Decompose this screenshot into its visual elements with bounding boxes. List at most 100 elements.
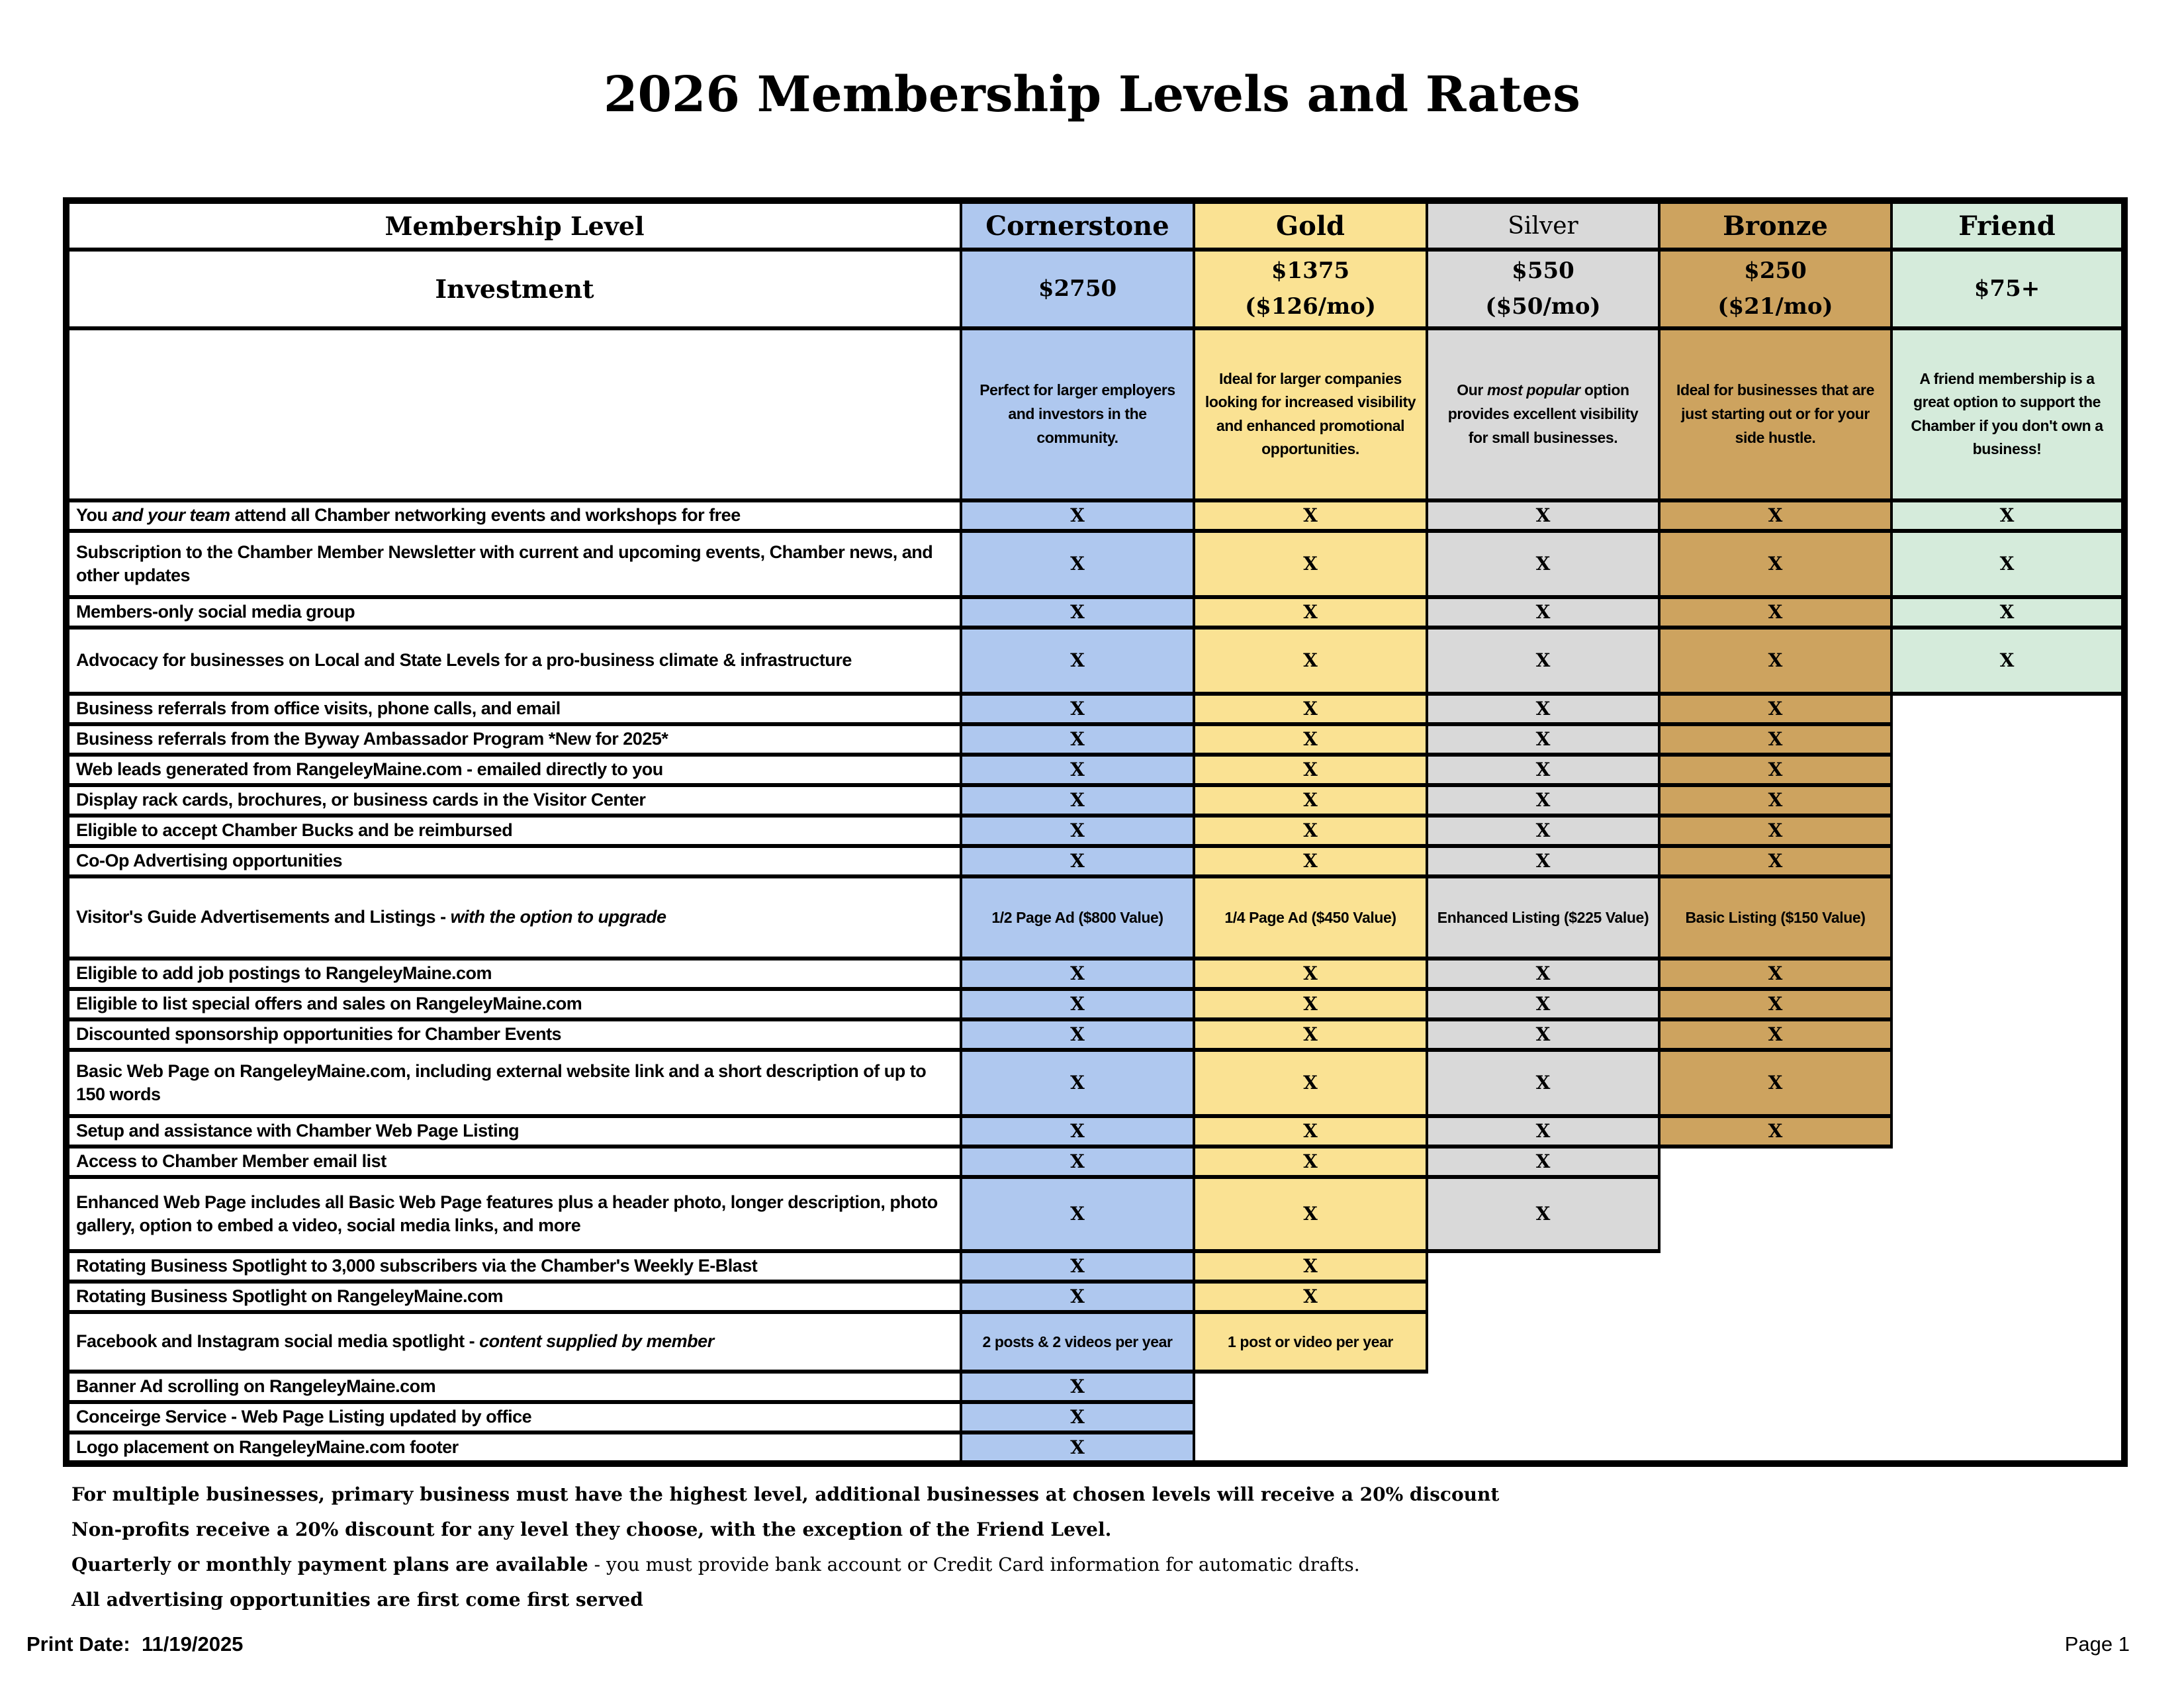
benefit-check-cell: X: [1193, 1174, 1428, 1253]
benefit-value-cell: 1/2 Page Ad ($800 Value): [960, 874, 1195, 961]
benefit-check-cell: X: [1193, 528, 1428, 599]
benefit-cell-empty: [1891, 1146, 2124, 1177]
price-amount: $75+: [1974, 275, 2040, 303]
benefit-cell-empty: [1659, 1250, 1891, 1282]
benefit-label-cell: Rotating Business Spotlight to 3,000 sub…: [65, 1248, 962, 1284]
benefit-row: Business referrals from office visits, p…: [65, 691, 2124, 726]
benefit-label-cell: Conceirge Service - Web Page Listing upd…: [65, 1399, 962, 1434]
benefit-check-cell: X: [1658, 625, 1893, 696]
benefit-cell-empty: [1194, 1371, 1427, 1402]
benefit-row: Eligible to list special offers and sale…: [65, 986, 2124, 1021]
description-blank-cell: [65, 326, 962, 502]
benefit-cell-empty: [1891, 1371, 2124, 1402]
benefit-check-cell: X: [1193, 691, 1428, 726]
tier-header-friend: Friend: [1890, 199, 2126, 252]
benefit-check-cell: X: [960, 498, 1195, 533]
benefit-check-cell: X: [960, 1174, 1195, 1253]
benefit-check-cell: X: [1658, 691, 1893, 726]
benefit-label-cell: Web leads generated from RangeleyMaine.c…: [65, 752, 962, 787]
benefit-check-cell: X: [1193, 1047, 1428, 1118]
benefit-check-cell: X: [960, 722, 1195, 757]
benefit-cell-empty: [1194, 1432, 1427, 1464]
benefit-cell-empty: [1891, 1281, 2124, 1312]
membership-level-header: Membership Level: [65, 199, 962, 252]
benefit-label-cell: Eligible to list special offers and sale…: [65, 986, 962, 1021]
tier-description-cornerstone: Perfect for larger employers and investo…: [960, 326, 1195, 502]
benefit-check-cell: X: [1890, 528, 2126, 599]
benefit-label-cell: Discounted sponsorship opportunities for…: [65, 1017, 962, 1052]
benefit-label-cell: Visitor's Guide Advertisements and Listi…: [65, 874, 962, 961]
benefit-cell-empty: [1427, 1311, 1659, 1372]
benefit-check-cell: X: [1426, 594, 1661, 630]
benefit-check-cell: X: [1193, 843, 1428, 878]
benefit-cell-empty: [1659, 1176, 1891, 1251]
benefit-value-cell: Enhanced Listing ($225 Value): [1426, 874, 1661, 961]
benefit-check-cell: X: [960, 1113, 1195, 1149]
benefit-row: Eligible to add job postings to Rangeley…: [65, 956, 2124, 991]
benefit-check-cell: X: [960, 986, 1195, 1021]
benefit-check-cell: X: [1426, 722, 1661, 757]
benefit-row: Enhanced Web Page includes all Basic Web…: [65, 1174, 2124, 1253]
benefit-check-cell: X: [1658, 1017, 1893, 1052]
benefit-label-cell: You and your team attend all Chamber net…: [65, 498, 962, 533]
price-cell-gold: $1375 ($126/mo): [1193, 248, 1428, 330]
benefit-check-cell: X: [1658, 498, 1893, 533]
benefit-label-cell: Facebook and Instagram social media spot…: [65, 1309, 962, 1374]
benefit-label-cell: Rotating Business Spotlight on RangeleyM…: [65, 1279, 962, 1314]
benefit-cell-empty: [1891, 754, 2124, 785]
benefit-value-cell: 2 posts & 2 videos per year: [960, 1309, 1195, 1374]
benefit-cell-empty: [1891, 1049, 2124, 1116]
benefit-row: Setup and assistance with Chamber Web Pa…: [65, 1113, 2124, 1149]
benefit-check-cell: X: [1426, 1113, 1661, 1149]
benefit-check-cell: X: [1426, 625, 1661, 696]
benefit-label-cell: Subscription to the Chamber Member Newsl…: [65, 528, 962, 599]
benefit-check-cell: X: [1193, 1113, 1428, 1149]
benefit-label-cell: Eligible to add job postings to Rangeley…: [65, 956, 962, 991]
benefit-check-cell: X: [1193, 1144, 1428, 1179]
benefit-cell-empty: [1659, 1432, 1891, 1464]
benefit-check-cell: X: [1426, 1174, 1661, 1253]
tier-header-gold: Gold: [1193, 199, 1428, 252]
benefit-check-cell: X: [1658, 528, 1893, 599]
benefit-cell-empty: [1659, 1371, 1891, 1402]
benefit-check-cell: X: [1426, 986, 1661, 1021]
benefit-check-cell: X: [1658, 956, 1893, 991]
benefit-cell-empty: [1891, 1401, 2124, 1432]
tier-header-row: Membership Level Cornerstone Gold Silver…: [65, 199, 2126, 252]
benefit-row: Banner Ad scrolling on RangeleyMaine.com…: [65, 1369, 2124, 1404]
benefit-row: Logo placement on RangeleyMaine.com foot…: [65, 1430, 2124, 1466]
benefit-value-cell: 1/4 Page Ad ($450 Value): [1193, 874, 1428, 961]
benefit-check-cell: X: [1193, 625, 1428, 696]
price-cell-friend: $75+: [1890, 248, 2126, 330]
benefit-cell-empty: [1891, 1250, 2124, 1282]
benefit-check-cell: X: [1193, 722, 1428, 757]
benefit-row: Advocacy for businesses on Local and Sta…: [65, 625, 2126, 696]
benefit-check-cell: X: [1193, 498, 1428, 533]
benefit-label-cell: Banner Ad scrolling on RangeleyMaine.com: [65, 1369, 962, 1404]
benefit-cell-empty: [1659, 1281, 1891, 1312]
benefit-check-cell: X: [960, 843, 1195, 878]
benefit-cell-empty: [1427, 1371, 1659, 1402]
benefit-check-cell: X: [1658, 752, 1893, 787]
benefit-cell-empty: [1427, 1401, 1659, 1432]
benefit-check-cell: X: [1658, 986, 1893, 1021]
benefit-cell-empty: [1891, 845, 2124, 876]
benefit-cell-empty: [1891, 1019, 2124, 1050]
benefit-label-cell: Logo placement on RangeleyMaine.com foot…: [65, 1430, 962, 1466]
benefit-check-cell: X: [1193, 956, 1428, 991]
benefit-check-cell: X: [1658, 594, 1893, 630]
benefit-check-cell: X: [960, 813, 1195, 848]
benefit-check-cell: X: [1890, 594, 2126, 630]
benefit-check-cell: X: [1658, 782, 1893, 818]
benefit-row: Web leads generated from RangeleyMaine.c…: [65, 752, 2124, 787]
benefit-label-cell: Setup and assistance with Chamber Web Pa…: [65, 1113, 962, 1149]
benefit-cell-empty: [1891, 815, 2124, 846]
benefit-check-cell: X: [1193, 986, 1428, 1021]
price-monthly: ($126/mo): [1245, 293, 1376, 320]
benefit-cell-empty: [1891, 784, 2124, 816]
benefit-value-cell: 1 post or video per year: [1193, 1309, 1428, 1374]
benefit-check-cell: X: [1193, 594, 1428, 630]
benefit-check-cell: X: [960, 1430, 1195, 1466]
benefit-cell-empty: [1659, 1401, 1891, 1432]
benefit-cell-empty: [1891, 1115, 2124, 1147]
